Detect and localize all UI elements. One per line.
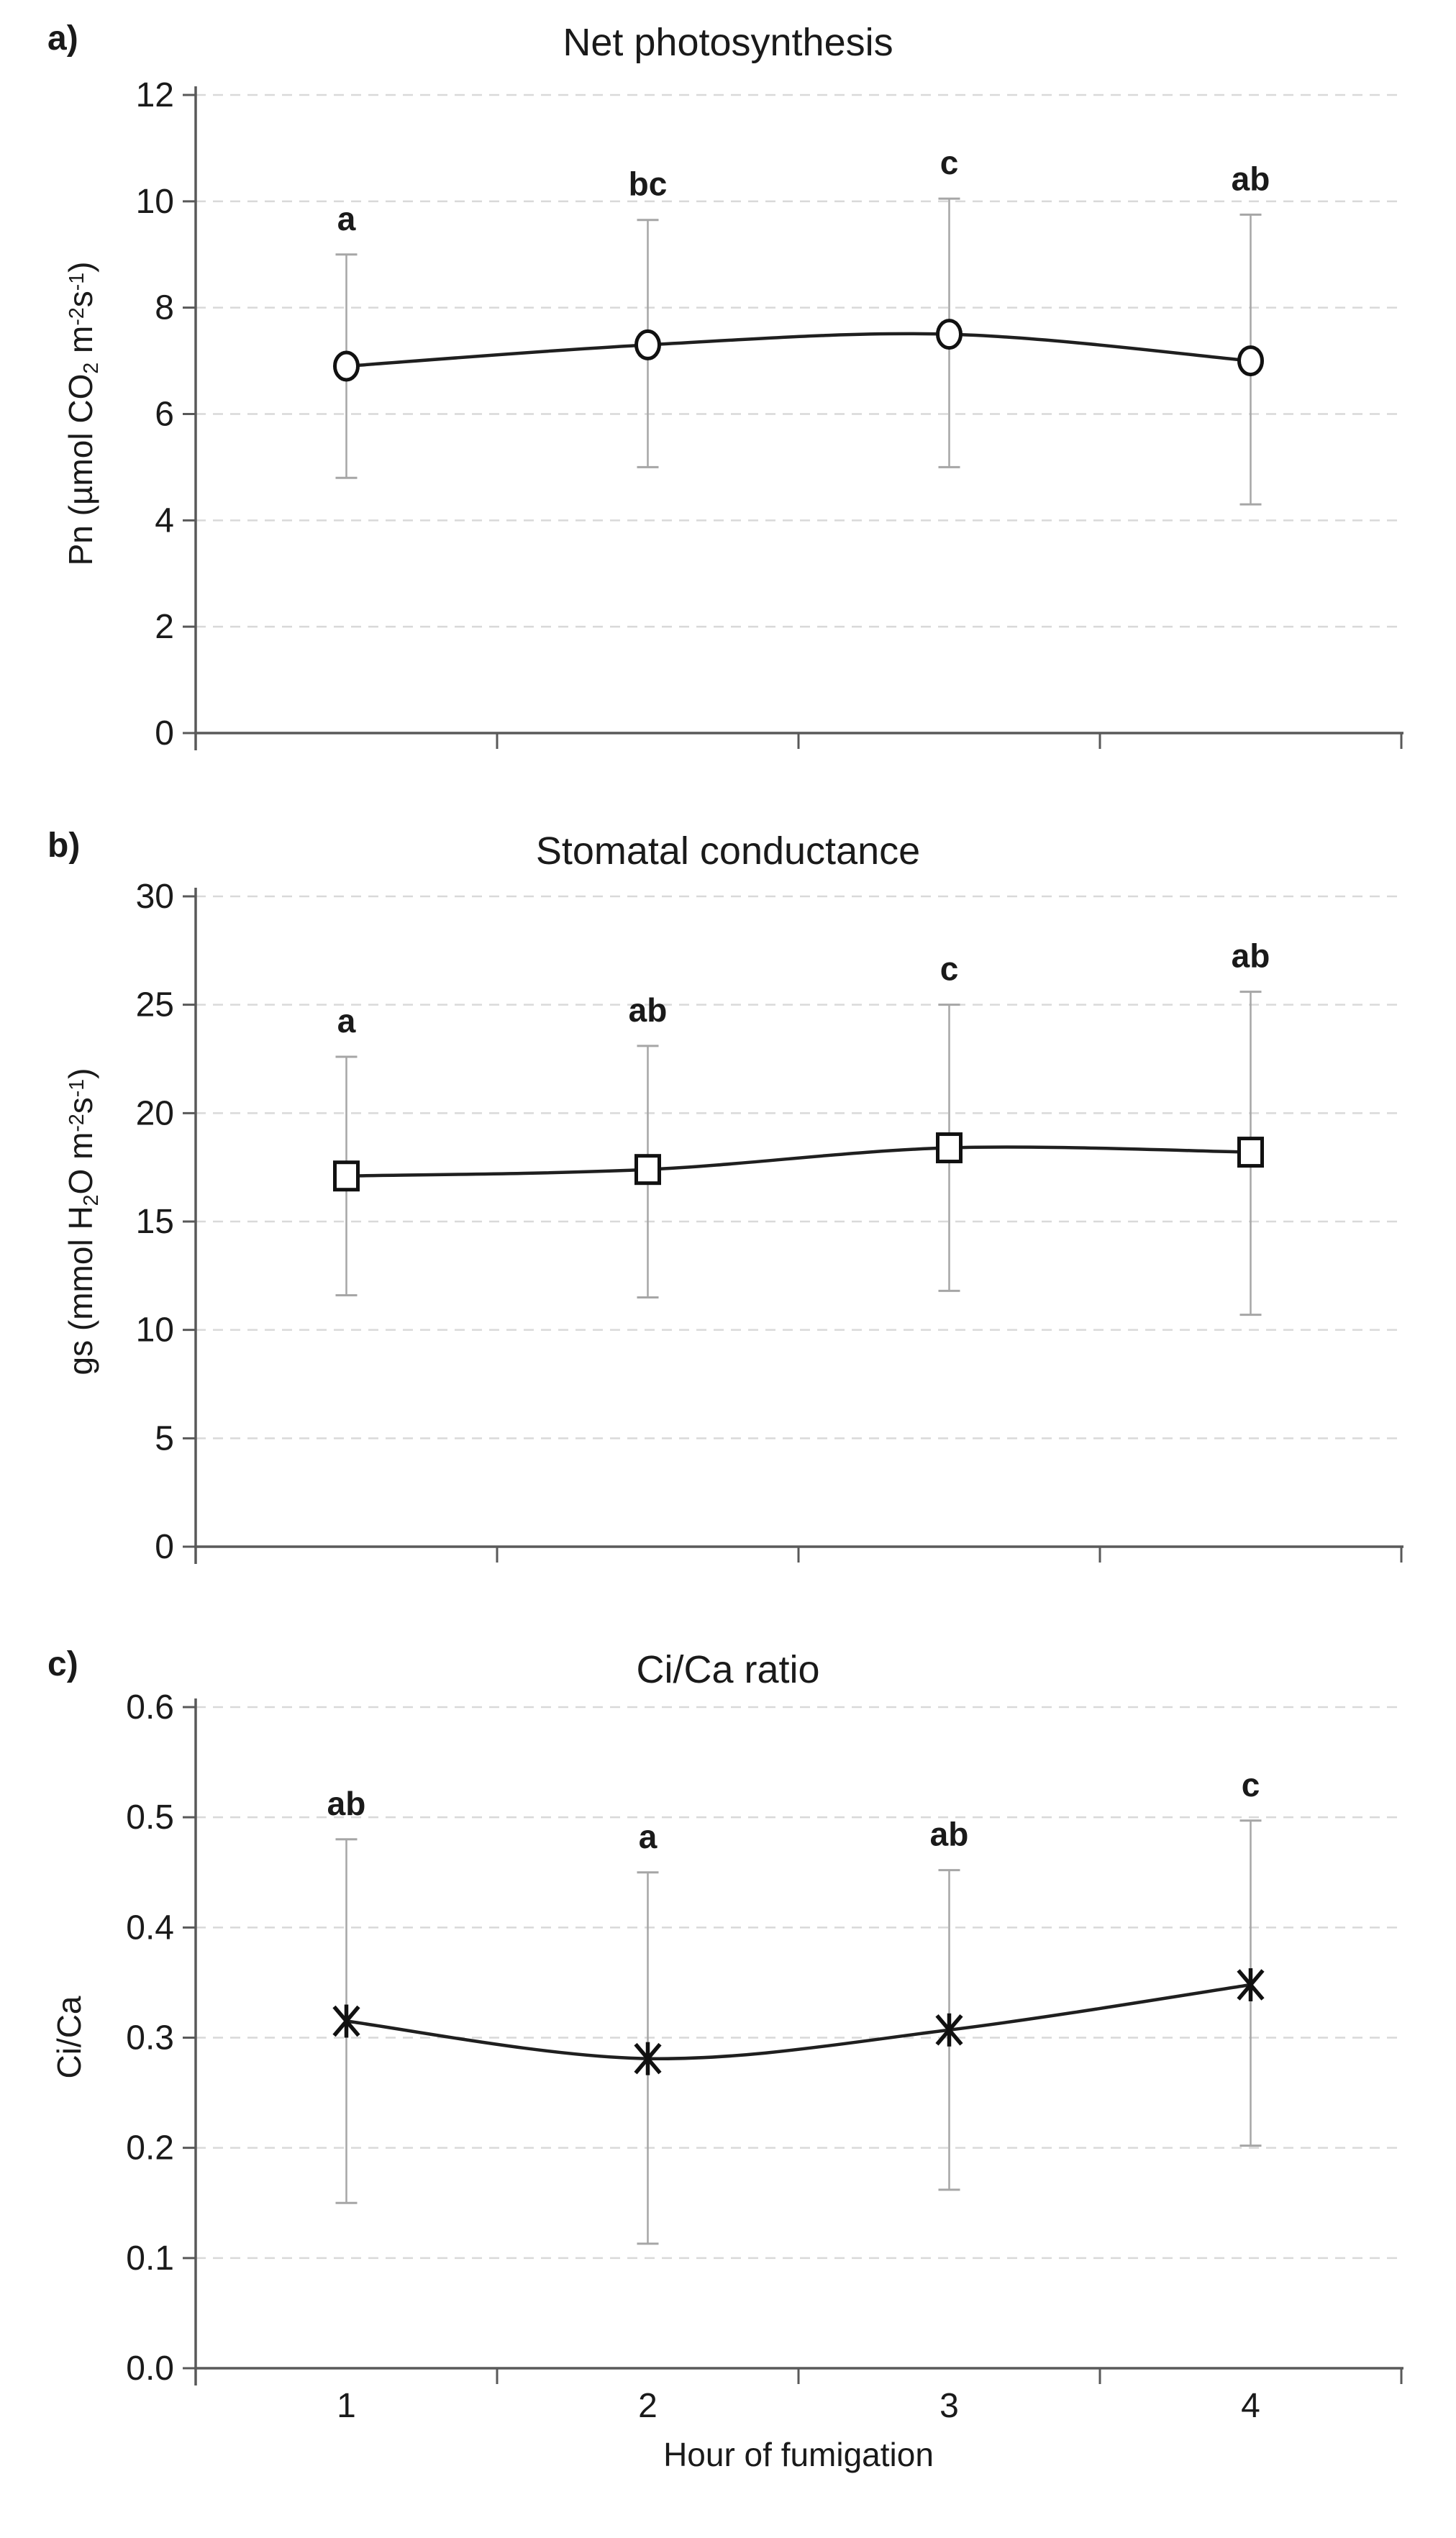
series-line (346, 1145, 1251, 1178)
x-axis-title: Hour of fumigation (663, 2436, 934, 2473)
y-tick-label: 30 (136, 878, 174, 916)
x-tick-label: 3 (939, 2387, 959, 2425)
panel-title: Ci/Ca ratio (636, 1648, 820, 1691)
data-point-marker (333, 1160, 360, 1192)
significance-letter: a (337, 200, 356, 237)
significance-letter: c (940, 950, 959, 988)
x-tick-label: 1 (337, 2387, 356, 2425)
y-tick-label: 0 (155, 1528, 174, 1566)
significance-letter: ab (327, 1785, 366, 1822)
x-tick-label: 4 (1241, 2387, 1260, 2425)
significance-letter: c (940, 144, 959, 181)
y-tick-label: 20 (136, 1094, 174, 1132)
y-tick-label: 10 (136, 183, 174, 221)
y-tick-label: 0.5 (126, 1798, 174, 1837)
y-tick-label: 5 (155, 1419, 174, 1457)
y-tick-label: 0 (155, 714, 174, 752)
y-tick-label: 0.4 (126, 1909, 174, 1947)
y-tick-label: 2 (155, 608, 174, 646)
significance-letter: bc (629, 165, 668, 203)
panel-title: Net photosynthesis (563, 21, 893, 64)
panel-letter: c) (47, 1645, 78, 1683)
data-point-marker (1237, 345, 1264, 377)
significance-letter: a (639, 1818, 658, 1855)
y-tick-label: 15 (136, 1203, 174, 1241)
y-tick-label: 0.3 (126, 2019, 174, 2057)
data-point-marker (333, 350, 360, 382)
data-point-marker (936, 319, 963, 350)
y-tick-label: 12 (136, 76, 174, 114)
y-tick-label: 8 (155, 289, 174, 327)
significance-letter: ab (629, 991, 668, 1029)
y-tick-label: 0.2 (126, 2129, 174, 2168)
data-point-marker (332, 2004, 360, 2038)
series-line (346, 332, 1251, 368)
x-tick-label: 2 (638, 2387, 658, 2425)
data-point-marker (936, 1132, 963, 1164)
significance-letter: c (1242, 1766, 1260, 1804)
y-tick-label: 10 (136, 1311, 174, 1350)
data-point-marker (935, 2013, 963, 2047)
significance-letter: ab (930, 1816, 969, 1853)
data-point-marker (634, 2042, 662, 2075)
y-tick-label: 0.1 (126, 2239, 174, 2278)
data-point-marker (634, 1154, 661, 1186)
significance-letter: ab (1232, 160, 1270, 197)
y-tick-label: 25 (136, 986, 174, 1024)
panel-title: Stomatal conductance (535, 829, 921, 873)
y-tick-label: 0.0 (126, 2350, 174, 2388)
significance-letter: a (337, 1002, 356, 1040)
y-tick-label: 4 (155, 501, 174, 540)
data-point-marker (1237, 1968, 1265, 2001)
y-tick-label: 0.6 (126, 1688, 174, 1727)
data-point-marker (1237, 1137, 1264, 1168)
y-tick-label: 6 (155, 396, 174, 434)
panel-letter: b) (47, 827, 81, 865)
panel-letter: a) (47, 19, 78, 58)
plot-area: 0 5 10 15 20 25 30 a ab c ab (136, 878, 1403, 1566)
plot-area: 0 2 4 6 8 10 12 a bc c ab (136, 76, 1403, 752)
series-line (346, 1983, 1251, 2060)
data-point-marker (634, 329, 661, 360)
plot-area: 0.0 0.1 0.2 0.3 0.4 0.5 0.6 ab a ab c 1 2 3 4 Hour of f… (126, 1688, 1403, 2473)
significance-letter: ab (1232, 937, 1270, 975)
